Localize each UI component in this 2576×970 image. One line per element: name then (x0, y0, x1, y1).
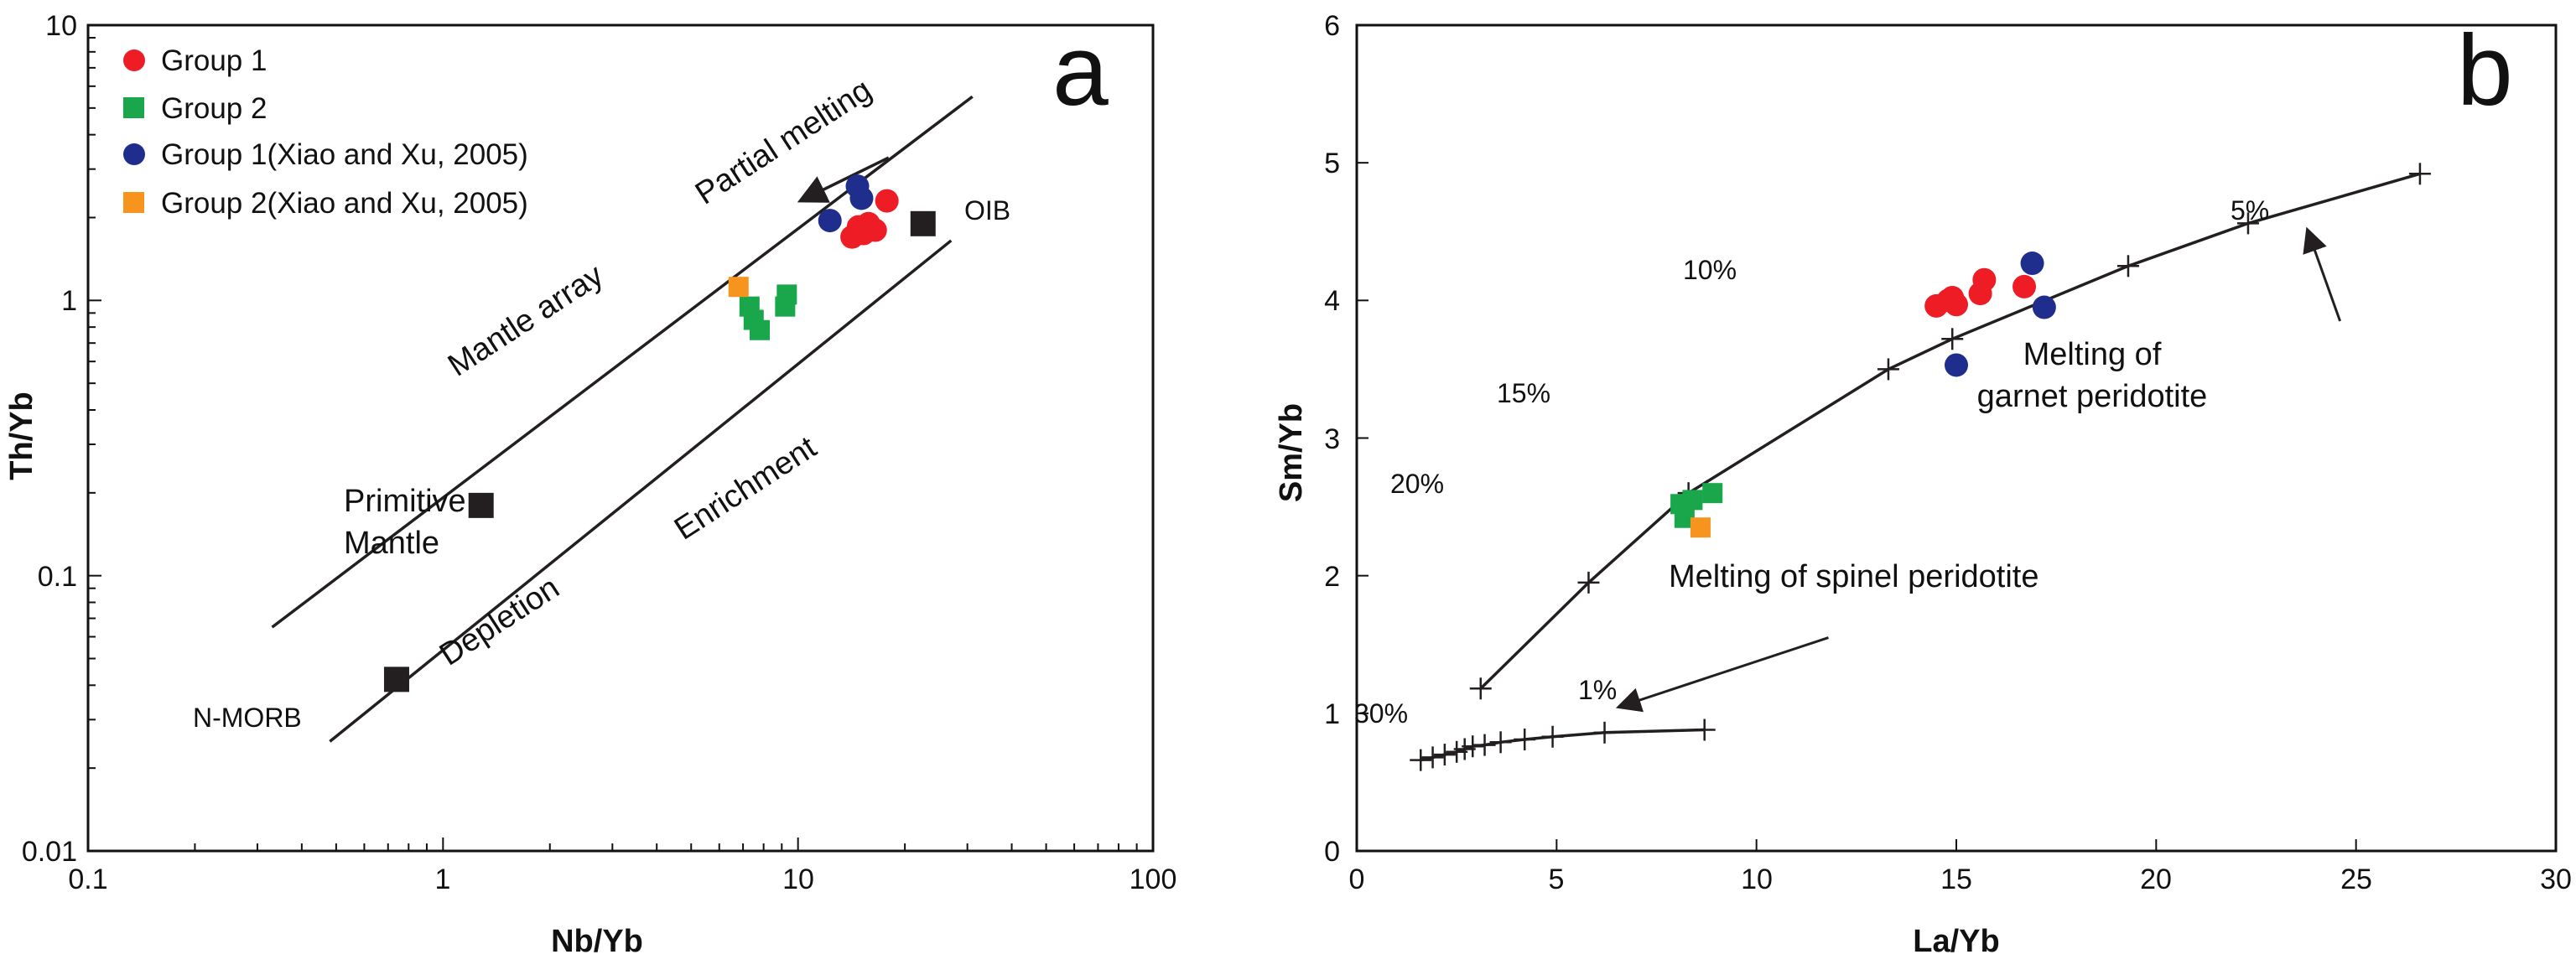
y-tick-label-a: 0.01 (22, 836, 77, 868)
reference-point (910, 210, 936, 236)
pct-label-5: 5% (2231, 195, 2269, 226)
plot-frame-b (1355, 23, 2558, 853)
annotation-mantle-array: Mantle array (442, 257, 610, 383)
x-tick-label-a: 10 (782, 864, 814, 895)
mantle-array-boundary (329, 239, 953, 743)
x-tick-label-b: 20 (2140, 864, 2172, 895)
x-tick-label-b: 30 (2540, 864, 2572, 895)
y-tick-label-b: 5 (1324, 148, 1340, 179)
x-tick-label-b: 25 (2340, 864, 2372, 895)
x-tick-label-b: 5 (1549, 864, 1565, 895)
data-point-group1 (875, 189, 899, 213)
ref-label-oib: OIB (964, 195, 1010, 226)
x-axis-label-a: Nb/Yb (551, 924, 643, 959)
data-points-b (1670, 252, 2056, 538)
plot-frame-a (86, 23, 1155, 853)
x-tick-label-a: 1 (435, 864, 451, 895)
data-point-group1 (2012, 274, 2037, 298)
x-tick-label-b: 10 (1741, 864, 1773, 895)
chart-panel-b: 0 5 10 15 20 25 30 0 1 2 3 4 5 6 La/Yb S… (1274, 10, 2572, 959)
reference-point (468, 492, 494, 518)
legend-label: Group 1(Xiao and Xu, 2005) (161, 138, 528, 171)
chart-panel-a: 0.1 1 10 100 0.01 0.1 1 10 Nb/Yb Th/Yb a… (4, 10, 1176, 959)
pct-label-1: 1% (1578, 675, 1617, 705)
data-point-group1 (1940, 286, 1965, 310)
data-point-group2_xx (1690, 517, 1711, 538)
pct-label-10: 10% (1683, 255, 1737, 285)
garnet-label-arrow (2303, 226, 2342, 322)
x-tick-label-b: 0 (1349, 864, 1365, 895)
annotation-spinel: Melting of spinel peridotite (1669, 559, 2038, 594)
ref-label-primitive: Primitive (344, 484, 466, 519)
annotation-garnet-1: Melting of (2023, 337, 2162, 372)
ref-label-mantle: Mantle (344, 526, 439, 561)
legend-marker-group1 (123, 49, 145, 71)
melting-curves (1410, 163, 2431, 771)
y-axis-label-a: Th/Yb (4, 392, 39, 480)
y-tick-label-b: 6 (1324, 10, 1340, 42)
legend-label: Group 2(Xiao and Xu, 2005) (161, 187, 528, 220)
annotation-garnet-2: garnet peridotite (1977, 379, 2208, 414)
data-point-group1_xx (2032, 295, 2056, 319)
y-tick-label-b: 2 (1324, 561, 1340, 593)
data-point-group1 (1972, 267, 1997, 292)
ref-label-nmorb: N-MORB (193, 703, 302, 733)
legend-marker-group2 (123, 97, 144, 118)
legend-label: Group 2 (161, 92, 267, 125)
panel-label-b: b (2457, 14, 2513, 127)
x-tick-label-b: 15 (1940, 864, 1972, 895)
data-point-group1_xx (818, 209, 842, 233)
x-axis-label-b: La/Yb (1913, 924, 1999, 959)
garnet-melting-curve (1479, 172, 2421, 690)
x-tick-label-a: 0.1 (68, 864, 107, 895)
spinel-melting-curve (1420, 728, 1705, 762)
axis-ticks-b (1356, 24, 2557, 852)
partial-melting-arrow (797, 156, 890, 203)
annotation-depletion: Depletion (434, 570, 566, 673)
data-point-group2_xx (728, 277, 749, 298)
pct-label-15: 15% (1497, 378, 1550, 408)
legend-marker-group2-xx (123, 192, 144, 213)
data-point-group1_xx (2020, 252, 2044, 276)
data-point-group2 (775, 296, 796, 317)
x-tick-label-a: 100 (1130, 864, 1177, 895)
pct-label-20: 20% (1390, 469, 1444, 499)
data-point-group1 (863, 218, 887, 242)
data-point-group2 (1682, 490, 1703, 511)
y-axis-label-b: Sm/Yb (1274, 403, 1309, 502)
y-tick-label-b: 3 (1324, 423, 1340, 455)
y-tick-label-a: 0.1 (38, 561, 77, 593)
y-tick-label-a: 10 (45, 10, 77, 42)
panel-label-a: a (1052, 14, 1109, 127)
y-tick-label-b: 4 (1324, 285, 1340, 317)
y-tick-label-b: 0 (1324, 836, 1340, 868)
data-point-group2 (749, 319, 770, 340)
spinel-label-arrow (1615, 636, 1829, 713)
legend-label: Group 1 (161, 44, 267, 77)
y-tick-label-a: 1 (61, 285, 77, 317)
annotation-enrichment: Enrichment (668, 429, 823, 547)
legend-a: Group 1 Group 2 Group 1(Xiao and Xu, 200… (123, 44, 528, 220)
data-point-group1_xx (849, 186, 874, 210)
data-points-a (383, 174, 936, 692)
reference-point (383, 667, 409, 692)
pct-label-30: 30% (1354, 698, 1408, 729)
data-point-group1_xx (1945, 353, 1968, 377)
data-point-group2 (1702, 483, 1723, 504)
y-tick-label-b: 1 (1324, 698, 1340, 730)
legend-marker-group1-xx (123, 143, 145, 165)
axis-ticks-a (87, 37, 1138, 852)
